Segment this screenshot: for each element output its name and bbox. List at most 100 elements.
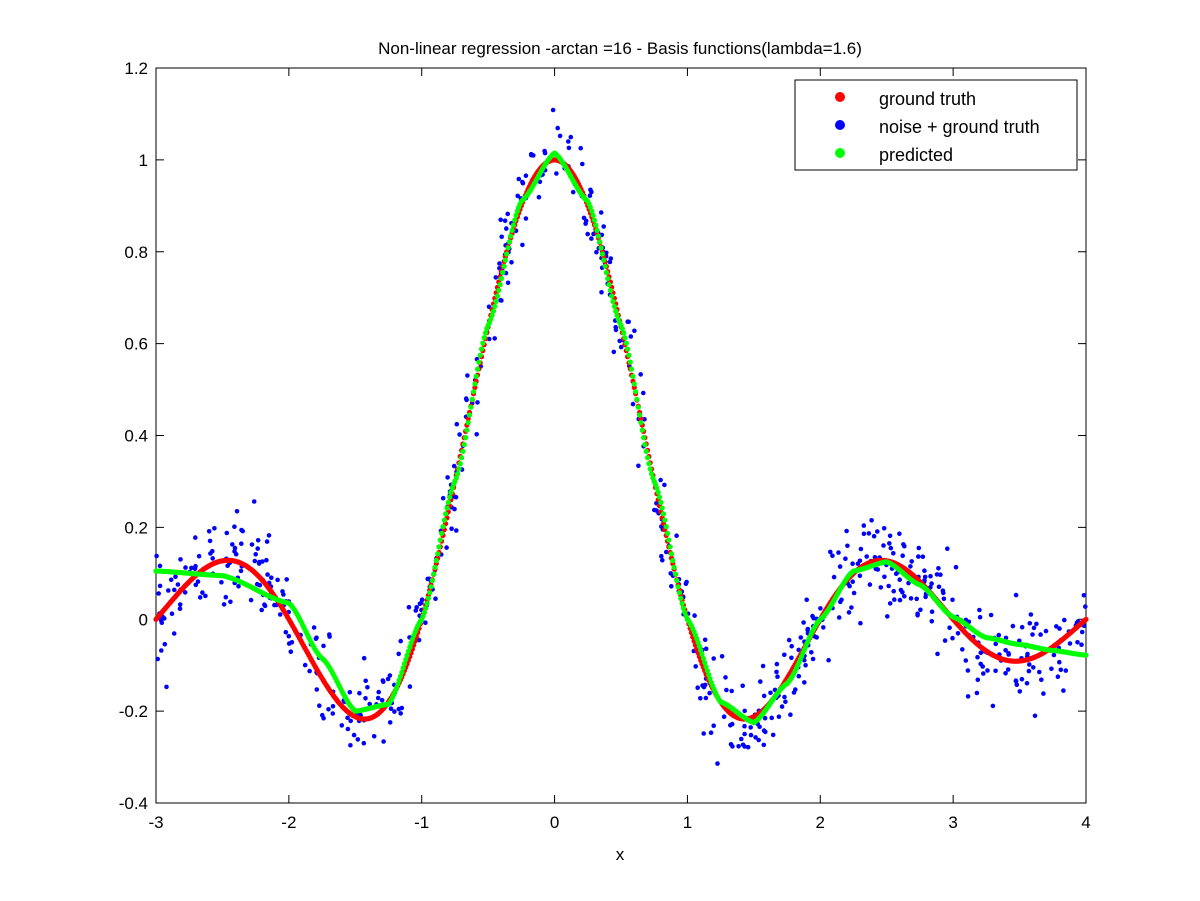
predicted-point	[480, 340, 486, 346]
x-tick-label: -3	[148, 813, 163, 832]
noise-point	[239, 541, 244, 546]
predicted-point	[464, 427, 470, 433]
noise-point	[902, 594, 907, 599]
noise-point	[1027, 662, 1032, 667]
noise-point	[311, 625, 317, 630]
noise-point	[365, 685, 370, 690]
noise-point	[257, 582, 263, 588]
noise-point	[900, 553, 905, 558]
noise-point	[683, 581, 689, 587]
noise-point	[1081, 593, 1087, 598]
noise-point	[281, 592, 286, 597]
noise-point	[264, 539, 270, 544]
noise-point	[177, 602, 183, 607]
predicted-point	[598, 245, 604, 251]
noise-point	[721, 714, 727, 719]
noise-point	[960, 647, 965, 652]
noise-point	[659, 553, 664, 559]
noise-point	[729, 721, 735, 727]
y-tick-label: 1	[139, 151, 148, 170]
noise-point	[407, 684, 413, 689]
noise-point	[234, 509, 240, 514]
noise-point	[387, 673, 393, 678]
noise-point	[398, 711, 404, 716]
y-tick-label: 0	[139, 610, 148, 629]
noise-point	[363, 678, 369, 684]
noise-point	[878, 585, 884, 590]
noise-point	[542, 150, 548, 156]
noise-point	[1028, 612, 1034, 617]
noise-point	[1003, 671, 1008, 676]
noise-point	[711, 656, 716, 661]
noise-point	[157, 563, 163, 569]
noise-point	[611, 349, 617, 355]
y-tick-label: -0.4	[119, 794, 148, 813]
noise-point	[224, 530, 230, 536]
noise-point	[1039, 677, 1044, 683]
predicted-point	[447, 494, 453, 500]
noise-point	[536, 194, 542, 200]
predicted-point	[642, 442, 648, 448]
noise-point	[858, 546, 864, 552]
noise-point	[351, 732, 357, 738]
noise-point	[826, 657, 831, 663]
noise-point	[625, 319, 630, 325]
noise-point	[555, 125, 560, 131]
predicted-point	[672, 571, 679, 577]
noise-point	[906, 580, 911, 586]
noise-point	[774, 661, 780, 667]
predicted-point	[627, 359, 633, 365]
noise-point	[601, 224, 606, 229]
noise-point	[454, 421, 460, 427]
noise-point	[950, 635, 955, 641]
predicted-point	[512, 217, 518, 223]
noise-point	[920, 554, 926, 559]
noise-point	[607, 259, 613, 265]
predicted-point	[638, 420, 644, 426]
noise-point	[935, 651, 940, 657]
noise-point	[1063, 668, 1069, 673]
predicted-point	[607, 287, 614, 293]
predicted-point	[593, 222, 599, 228]
predicted-point	[465, 420, 471, 426]
noise-point	[1010, 623, 1016, 629]
noise-point	[887, 601, 893, 606]
noise-point	[761, 742, 767, 748]
noise-point	[886, 583, 891, 589]
noise-point	[783, 699, 788, 705]
predicted-point	[459, 455, 465, 461]
x-axis-label: x	[616, 845, 625, 864]
predicted-point	[1083, 652, 1089, 658]
predicted-point	[501, 263, 507, 269]
noise-point	[178, 557, 183, 562]
noise-point	[858, 620, 863, 626]
legend-marker-predicted	[835, 148, 845, 158]
noise-point	[929, 619, 935, 624]
predicted-point	[633, 389, 639, 395]
predicted-point	[637, 412, 643, 418]
noise-point	[345, 715, 350, 721]
noise-point	[996, 632, 1002, 638]
predicted-point	[498, 276, 504, 282]
noise-point	[228, 599, 233, 605]
noise-point	[1057, 626, 1062, 631]
noise-point	[1005, 667, 1011, 672]
noise-point	[762, 715, 768, 721]
predicted-point	[698, 647, 704, 653]
noise-point	[974, 690, 980, 696]
noise-point	[345, 726, 351, 732]
noise-point	[210, 548, 215, 554]
noise-point	[207, 538, 213, 544]
predicted-point	[431, 571, 437, 577]
predicted-point	[655, 489, 661, 495]
noise-point	[703, 646, 709, 652]
predicted-point	[595, 233, 602, 239]
noise-point	[210, 556, 215, 561]
noise-point	[580, 161, 585, 167]
predicted-point	[646, 461, 652, 467]
noise-point	[915, 613, 920, 618]
noise-point	[975, 654, 980, 660]
noise-point	[339, 723, 345, 728]
noise-point	[275, 577, 280, 583]
